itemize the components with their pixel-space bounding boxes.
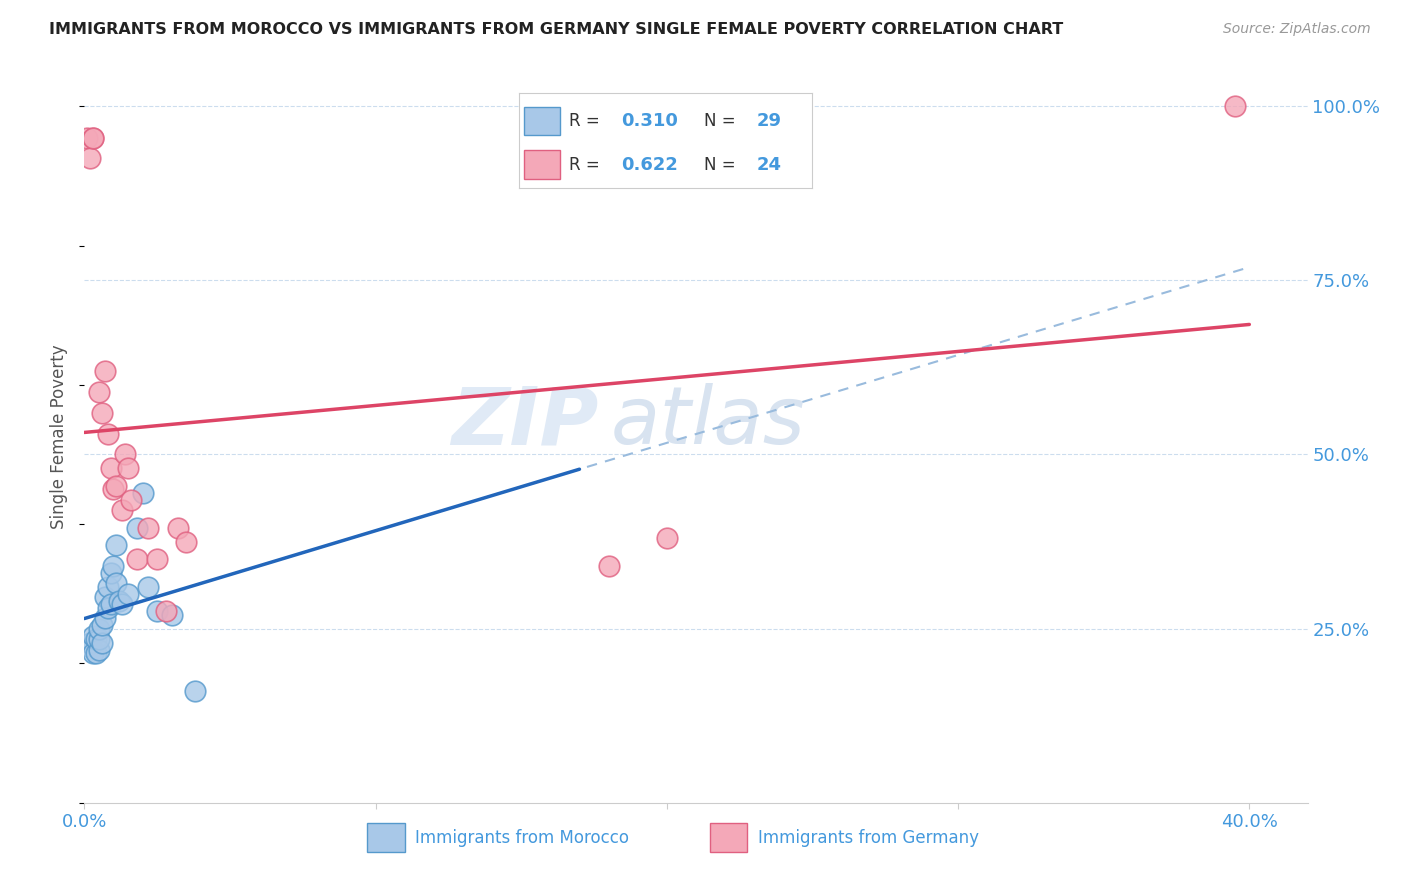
Point xyxy=(90,635,112,649)
Point xyxy=(138,521,160,535)
Point xyxy=(84,646,107,660)
Point xyxy=(184,684,207,698)
Point xyxy=(146,552,169,566)
Point xyxy=(93,591,115,605)
Point xyxy=(117,587,139,601)
Point xyxy=(117,461,139,475)
Point xyxy=(125,521,148,535)
Point xyxy=(105,479,128,493)
Point xyxy=(76,639,98,653)
Point xyxy=(114,448,136,462)
Y-axis label: Single Female Poverty: Single Female Poverty xyxy=(51,345,69,529)
Point xyxy=(93,611,115,625)
Point xyxy=(97,426,120,441)
Text: ZIP: ZIP xyxy=(451,384,598,461)
Text: atlas: atlas xyxy=(610,384,806,461)
Point xyxy=(103,483,125,497)
Point xyxy=(120,492,142,507)
Point xyxy=(76,130,98,145)
Point xyxy=(125,552,148,566)
Point xyxy=(103,558,125,573)
Point xyxy=(82,130,104,145)
Point xyxy=(84,632,107,646)
Point xyxy=(1223,99,1246,113)
Text: Source: ZipAtlas.com: Source: ZipAtlas.com xyxy=(1223,22,1371,37)
Point xyxy=(155,604,177,618)
Point xyxy=(655,531,678,545)
Point xyxy=(90,618,112,632)
Point xyxy=(100,461,122,475)
Point xyxy=(100,566,122,580)
Point xyxy=(79,635,101,649)
Point xyxy=(105,576,128,591)
Point xyxy=(93,364,115,378)
Point xyxy=(166,521,188,535)
Point xyxy=(111,597,134,611)
Point xyxy=(131,485,153,500)
Point xyxy=(82,130,104,145)
Point xyxy=(160,607,183,622)
Point xyxy=(111,503,134,517)
Point xyxy=(82,646,104,660)
Point xyxy=(138,580,160,594)
Point xyxy=(82,629,104,643)
Point xyxy=(87,384,110,399)
Point xyxy=(105,538,128,552)
Text: IMMIGRANTS FROM MOROCCO VS IMMIGRANTS FROM GERMANY SINGLE FEMALE POVERTY CORRELA: IMMIGRANTS FROM MOROCCO VS IMMIGRANTS FR… xyxy=(49,22,1063,37)
Point xyxy=(87,622,110,636)
Point xyxy=(79,152,101,166)
Point xyxy=(97,580,120,594)
Point xyxy=(90,406,112,420)
Point xyxy=(100,597,122,611)
Point xyxy=(174,534,197,549)
Point xyxy=(146,604,169,618)
Point xyxy=(87,642,110,657)
Point xyxy=(598,558,620,573)
Point xyxy=(87,632,110,646)
Point xyxy=(97,600,120,615)
Point xyxy=(108,594,131,608)
